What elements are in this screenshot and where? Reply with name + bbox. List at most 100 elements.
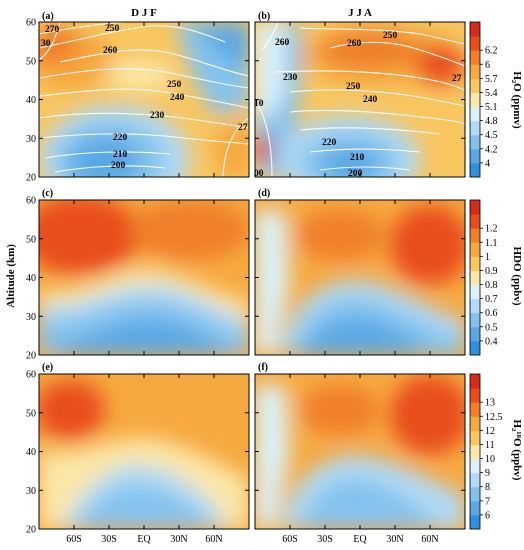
colorbar-tick-label: 12.5 <box>485 412 503 423</box>
x-tick-label: EQ <box>137 534 151 545</box>
colorbar-segment <box>470 500 480 516</box>
column-title-jja: J J A <box>348 7 372 19</box>
colorbar-tick-label: 1 <box>485 252 490 263</box>
panel-label-a: (a) <box>42 11 54 22</box>
y-tick-label: 60 <box>26 370 36 381</box>
colorbar-segment <box>470 284 480 300</box>
colorbar-segment <box>470 78 480 93</box>
y-tick-label: 50 <box>26 234 36 245</box>
x-tick-label: 30S <box>317 534 333 545</box>
colorbar-layer: 4 4.2 4.5 4.8 5.1 5.4 5.7 6 6.2 0.4 0.5 0.6 0.7 0.8 0.… <box>469 21 503 530</box>
colorbar-tick-label: 7 <box>485 496 490 507</box>
colorbar-segment <box>470 270 480 286</box>
y-tick-label: 20 <box>26 525 36 536</box>
y-tick-label: 20 <box>26 351 36 362</box>
contour-label-a-30: 30 <box>41 39 51 49</box>
colorbar-tick-label: 1.2 <box>485 224 498 235</box>
colorbar-segment <box>470 242 480 257</box>
contour-label-b-10: 10 <box>254 99 264 109</box>
colorbar-tick-label: 6 <box>485 510 490 521</box>
panel-label-e: (e) <box>42 362 53 373</box>
colorbar-frame <box>469 199 481 356</box>
axes-layer: 20 30 40 50 60 20 30 40 50 60 20 30 40 50 60 60S 30S EQ 30… <box>26 18 465 545</box>
x-tick-label: 60N <box>205 534 222 545</box>
colorbar-tick-label: 11 <box>485 440 495 451</box>
y-tick-label: 50 <box>26 408 36 419</box>
colorbar-segment <box>470 106 480 122</box>
colorbar-tick-label: 5.7 <box>485 74 498 85</box>
colorbar-tick-label: 1.1 <box>485 238 498 249</box>
colorbar-segment <box>470 148 480 164</box>
contour-label-b-27: 27 <box>452 74 462 84</box>
contour-label-a-240: 240 <box>170 93 185 103</box>
contour-label-b-00: 00 <box>254 169 264 179</box>
contour-label-a-200: 200 <box>111 161 126 171</box>
contour-label-a-230: 230 <box>150 111 165 121</box>
colorbar-tick-label: 12 <box>485 426 495 437</box>
colorbar-segment <box>470 214 480 229</box>
contour-label-a-250-top: 250 <box>105 24 120 34</box>
panel-a-field: 270 250 260 230 250 240 220 210 200 30 2… <box>39 22 249 177</box>
colorbar-segment <box>470 514 480 530</box>
contour-label-a-260: 260 <box>103 46 118 56</box>
colorbar-segment <box>470 430 480 445</box>
colorbar-segment <box>470 340 480 356</box>
panel-label-c: (c) <box>42 188 53 199</box>
contour-label-a-270: 270 <box>45 25 60 35</box>
colorbar-segment <box>470 444 480 460</box>
x-tick-label: 30S <box>101 534 117 545</box>
colorbar-tick-label: 4.2 <box>485 144 498 155</box>
y-tick-label: 30 <box>26 486 36 497</box>
panel-f-field <box>255 374 465 529</box>
colorbar-segment <box>470 416 480 431</box>
colorbar-segment <box>470 50 480 65</box>
colorbar-segment <box>470 228 480 243</box>
panel-label-d: (d) <box>258 188 270 199</box>
panel-f: (f) <box>254 362 466 530</box>
colorbar-tick-label: 13 <box>485 398 495 409</box>
colorbar-tick-label: 4.5 <box>485 130 498 141</box>
colorbar-title-h2o: H₂O (ppmv) <box>511 71 523 129</box>
colorbar-segment <box>470 120 480 136</box>
colorbar-segment <box>470 326 480 342</box>
contour-label-a-250: 250 <box>167 80 182 90</box>
colorbar-tick-label: 5.4 <box>485 88 498 99</box>
colorbar-segment <box>470 298 480 314</box>
column-title-djf: D J F <box>131 7 157 19</box>
x-tick-label: 30N <box>386 534 403 545</box>
contour-label-b-220: 220 <box>322 138 337 148</box>
y-axis-title: Altitude (km) <box>5 244 17 308</box>
colorbar-segment <box>470 486 480 502</box>
colorbar-tick-label: 0.6 <box>485 308 498 319</box>
y-tick-label: 60 <box>26 18 36 29</box>
panel-b: 260 250 260 230 250 240 220 210 200 27 1… <box>254 11 466 179</box>
panel-a: 270 250 260 230 250 240 220 210 200 30 2… <box>38 11 250 178</box>
colorbar-tick-label: 9 <box>485 468 490 479</box>
colorbar-segment <box>470 64 480 79</box>
panel-b-field: 260 250 260 230 250 240 220 210 200 27 1… <box>254 22 465 179</box>
x-tick-label: 30N <box>170 534 187 545</box>
panel-c-field <box>39 200 249 355</box>
colorbar-tick-label: 4 <box>485 158 490 169</box>
colorbar-segment <box>470 388 480 403</box>
colorbar-segment <box>470 374 480 389</box>
colorbar-segment <box>470 402 480 417</box>
y-tick-label: 40 <box>26 273 36 284</box>
x-tick-label: 60S <box>282 534 298 545</box>
panel-d: (d) <box>254 188 466 356</box>
colorbar-tick-label: 0.5 <box>485 322 498 333</box>
contour-label-b-200: 200 <box>348 169 363 179</box>
x-tick-label: 60S <box>66 534 82 545</box>
colorbar-segment <box>470 92 480 108</box>
contour-label-b-240: 240 <box>363 95 378 105</box>
contour-label-b-250-top: 250 <box>383 31 398 41</box>
panel-d-field <box>255 200 465 355</box>
contour-label-b-260-left: 260 <box>275 38 290 48</box>
y-tick-label: 50 <box>26 56 36 67</box>
colorbar-tick-label: 0.9 <box>485 266 498 277</box>
x-tick-label: EQ <box>353 534 367 545</box>
colorbar-tick-label: 6.2 <box>485 46 498 57</box>
colorbar-tick-label: 8 <box>485 482 490 493</box>
panel-label-b: (b) <box>258 11 270 22</box>
y-tick-label: 40 <box>26 95 36 106</box>
